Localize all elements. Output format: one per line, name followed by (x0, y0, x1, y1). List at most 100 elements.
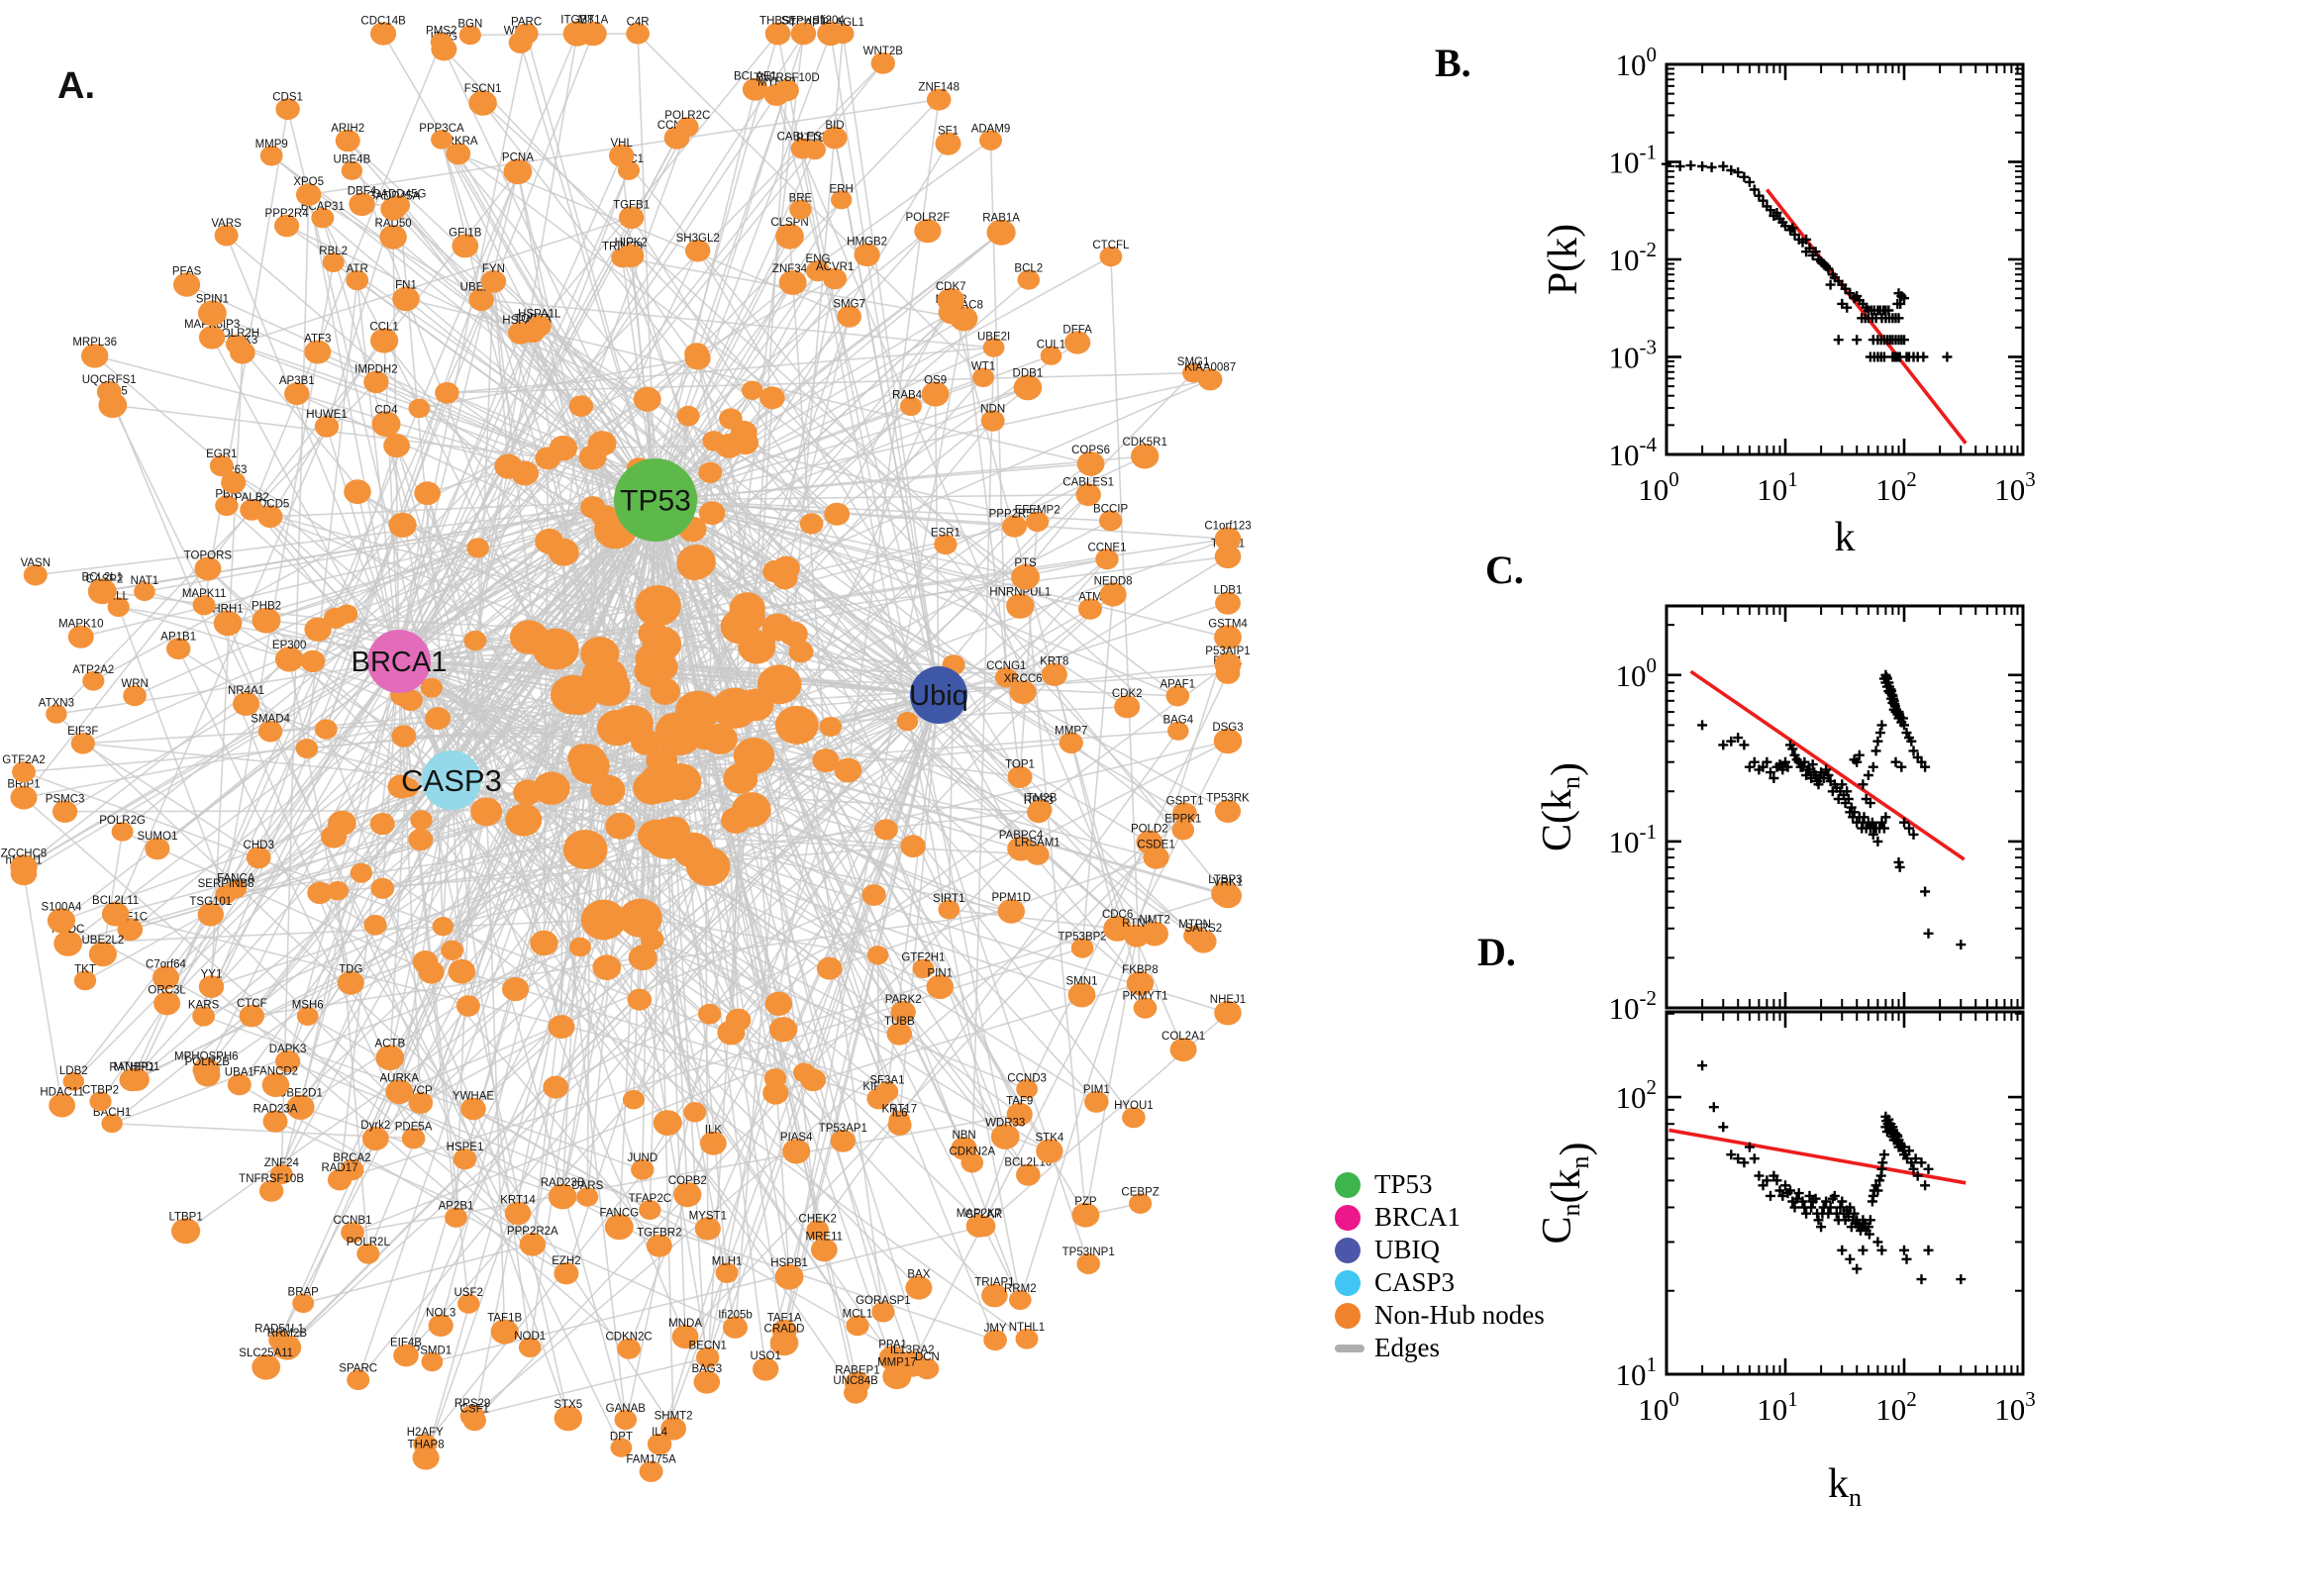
network-node: CRADD (764, 1324, 805, 1356)
network-node: RAD23A (253, 1103, 298, 1133)
gene-label: SERPINB8 (198, 878, 254, 890)
network-node (418, 960, 445, 984)
gene-label: MRPL36 (72, 337, 117, 349)
network-node (719, 408, 743, 430)
legend-node-swatch-icon (1335, 1302, 1361, 1329)
network-node (757, 664, 802, 705)
gene-label: MSH6 (292, 1000, 324, 1012)
legend-node-swatch-icon (1335, 1237, 1361, 1263)
gene-label: ADAM9 (971, 123, 1011, 135)
network-node: CABLES1 (1062, 476, 1114, 507)
network-node (383, 434, 410, 458)
network-node: DCN (915, 1351, 940, 1380)
network-node: MRPL36 (72, 337, 117, 368)
network-node: SARS2 (1184, 923, 1222, 953)
network-node: CDK5R1 (1123, 437, 1167, 469)
network-node: RRM2B (267, 1328, 307, 1360)
gene-label: DPT (610, 1432, 633, 1444)
network-node: SIRT1 (933, 893, 964, 920)
legend-edge-swatch-icon (1335, 1344, 1364, 1352)
legend-item-label: Non-Hub nodes (1374, 1300, 1545, 1330)
network-node (675, 690, 721, 731)
gene-label: ORC3L (148, 984, 186, 996)
gene-label: VARS (211, 218, 242, 230)
gene-label: RRM2 (1004, 1283, 1037, 1295)
network-node (543, 1075, 569, 1099)
network-node: TRIAP1 (974, 1277, 1015, 1308)
gene-label: MLH1 (712, 1255, 743, 1267)
plot-frame (1665, 604, 2025, 1010)
gene-label: SPARC (339, 1362, 377, 1374)
gene-label: TP53RK (1206, 793, 1250, 805)
gene-label: NHEJ1 (1210, 994, 1246, 1006)
network-node: TP53AP1 (819, 1123, 867, 1152)
gene-label: BRAP (288, 1287, 320, 1299)
gene-label: XRCC6 (1004, 673, 1043, 685)
network-node: PIN1 (926, 968, 955, 1000)
gene-label: MTPN (1178, 919, 1211, 931)
network-node: TP53INP1 (1062, 1247, 1115, 1274)
gene-label: SUMO1 (137, 831, 177, 843)
network-node: CDKN2C (605, 1332, 653, 1359)
gene-label: CCNB1 (334, 1215, 372, 1227)
network-node: POLR2B (185, 1056, 230, 1087)
network-node: CTCF (237, 998, 267, 1028)
network-node (408, 398, 431, 419)
gene-label: KRT8 (1040, 656, 1068, 668)
network-node: CHEK2 (799, 1213, 837, 1241)
network-node: SMN1 (1066, 976, 1097, 1008)
network-node: WDR33 (985, 1117, 1025, 1149)
network-node (562, 830, 608, 869)
network-node: CCND3 (1007, 1072, 1047, 1099)
network-node: ORC3L (148, 984, 186, 1016)
axis-title: P(k) (1541, 224, 1586, 295)
network-node: CLSPN (770, 217, 809, 249)
network-node: STX5 (554, 1399, 582, 1432)
scatter-points (1662, 158, 1953, 362)
network-node: HNRNPUL1 (989, 586, 1051, 619)
gene-label: PCNA (502, 152, 534, 164)
network-node: C1orf123 (1204, 520, 1252, 551)
gene-label: UQCRFS1 (82, 374, 137, 386)
gene-label: PMS2 (426, 26, 456, 38)
gene-label: MNDA (668, 1318, 702, 1330)
gene-label: CRADD (764, 1324, 805, 1336)
network-node: DPT (610, 1432, 633, 1457)
gene-label: TFAP2C (629, 1193, 671, 1205)
gene-label: UBE2I (977, 331, 1010, 343)
gene-label: RBL2 (319, 246, 348, 257)
tick-label: 101 (1757, 1387, 1798, 1427)
legend-item-casp3: CASP3 (1335, 1266, 1545, 1299)
gene-label: WRN (121, 678, 148, 690)
gene-label: TRIAP1 (974, 1277, 1014, 1289)
gene-label: TOP1 (1005, 759, 1035, 771)
gene-label: BCL2L10 (1004, 1157, 1052, 1169)
panel-d-label: D. (1477, 930, 1516, 974)
gene-label: CDC6 (1102, 909, 1133, 921)
network-node (580, 899, 627, 941)
gene-label: LDB2 (59, 1065, 88, 1077)
network-node: PSMD1 (413, 1346, 452, 1372)
legend-item-tp53: TP53 (1335, 1168, 1545, 1201)
gene-label: COL2A1 (1162, 1031, 1205, 1043)
network-node: USO1 (751, 1350, 781, 1381)
gene-label: PHB2 (252, 601, 281, 613)
gene-label: HNRNPUL1 (989, 586, 1051, 598)
network-node (618, 898, 662, 938)
network-node (513, 779, 543, 806)
gene-label: PABPC4 (999, 830, 1044, 842)
network-node: SPIN1 (196, 293, 229, 327)
network-node (314, 719, 338, 740)
network-node: VARS (211, 218, 242, 247)
network-node (762, 1081, 789, 1105)
network-node: BRIP1 (7, 779, 41, 810)
network-node: ITM2B (1024, 792, 1058, 821)
network-node (590, 774, 626, 806)
gene-label: ATM (1078, 591, 1101, 603)
gene-label: XPO5 (293, 176, 324, 188)
network-node (873, 819, 898, 841)
gene-label: ITM2B (1024, 792, 1058, 804)
tick-label: 10-4 (1609, 433, 1658, 472)
network-node (344, 479, 371, 505)
